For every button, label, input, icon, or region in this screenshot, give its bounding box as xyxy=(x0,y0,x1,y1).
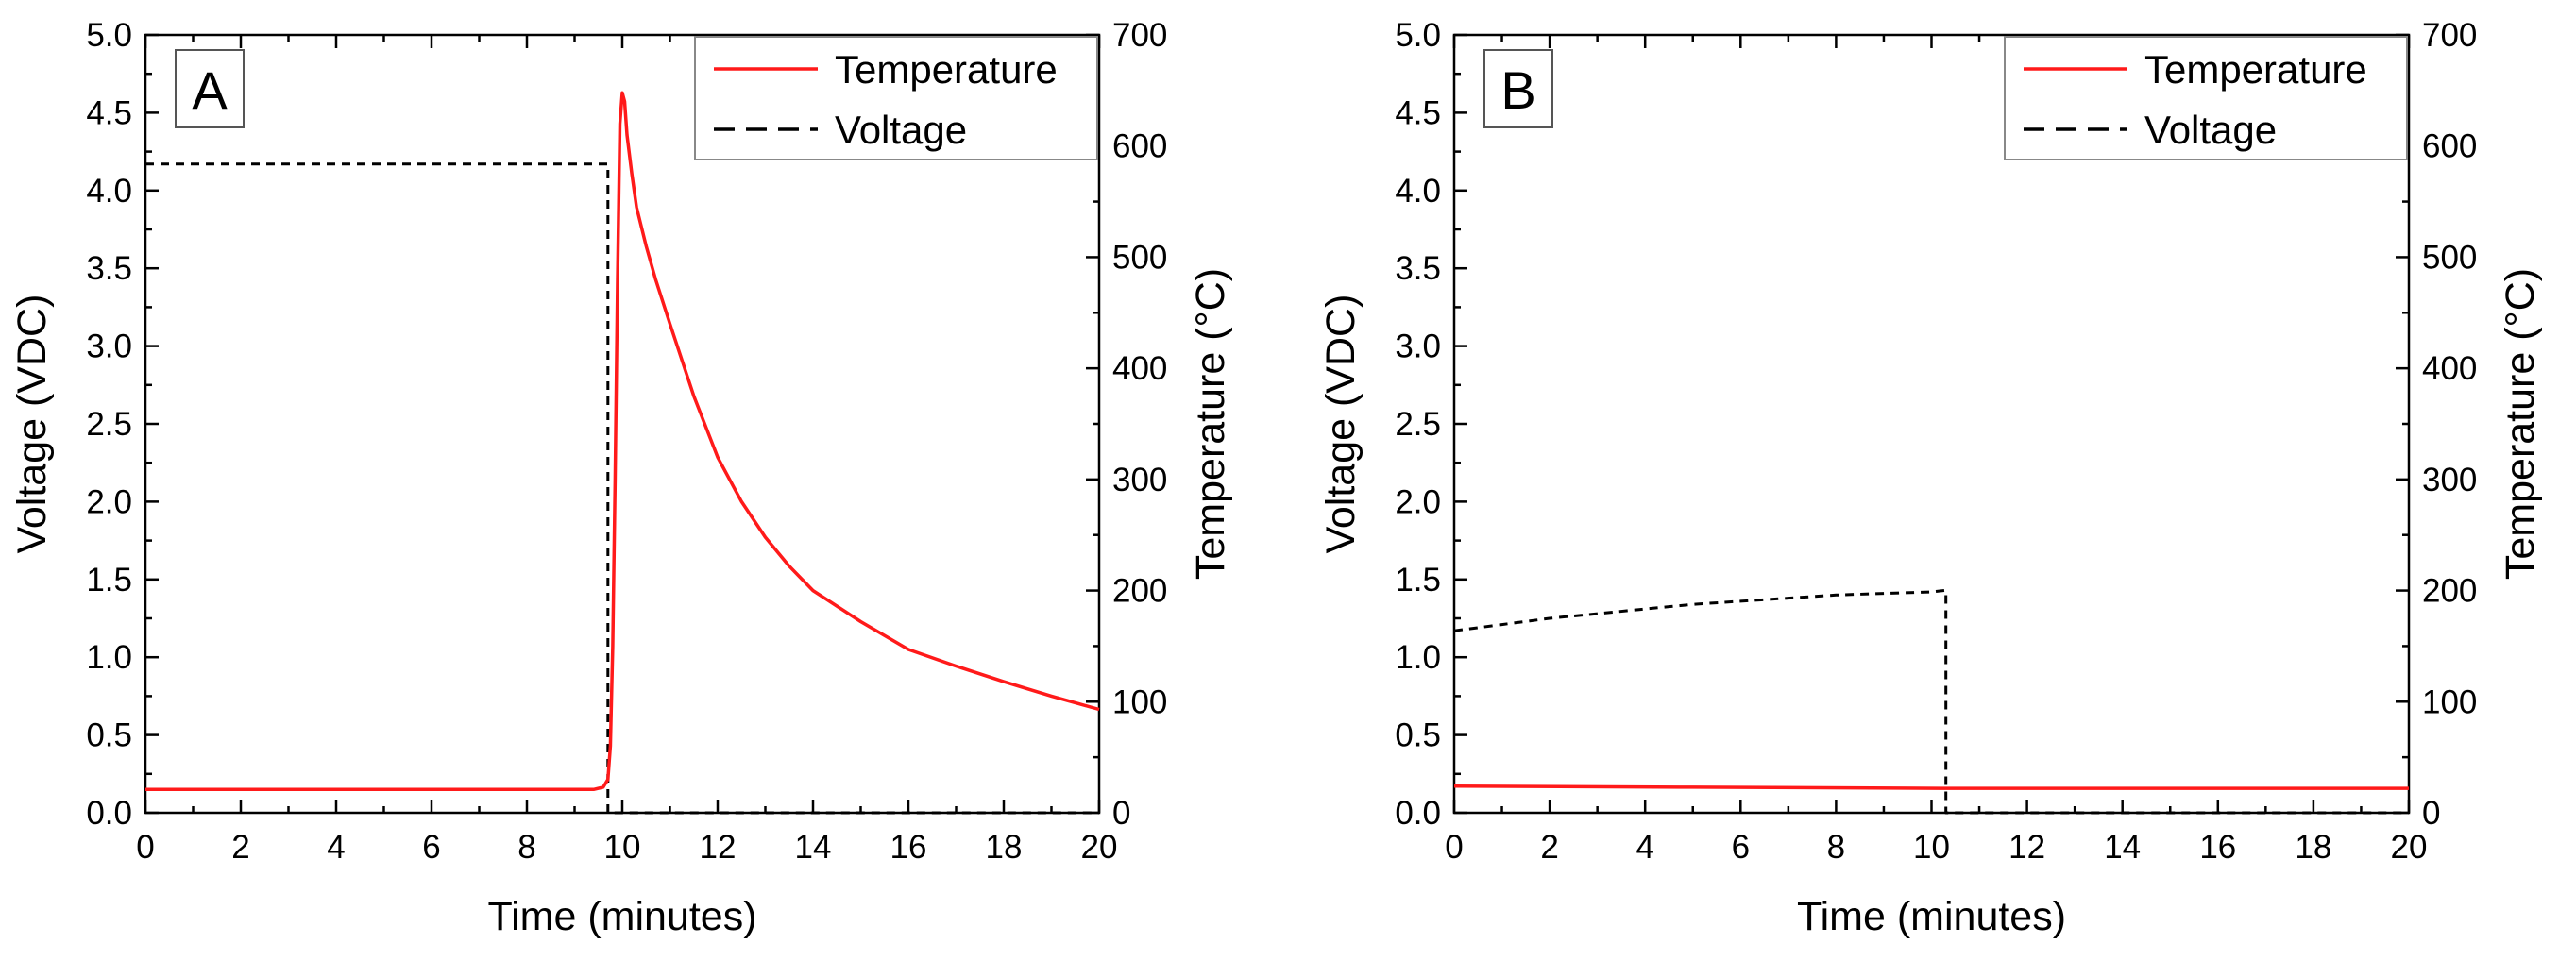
y-tick-label: 0.0 xyxy=(86,795,132,832)
y-tick-label: 0.5 xyxy=(86,717,132,754)
x-tick-label: 18 xyxy=(2295,829,2331,866)
x-tick-label: 8 xyxy=(517,829,535,866)
legend-box xyxy=(694,36,1098,160)
legend-label-temperature: Temperature xyxy=(2144,47,2367,92)
x-tick-label: 12 xyxy=(700,829,737,866)
x-axis-title: Time (minutes) xyxy=(487,894,756,939)
y-tick-label: 1.5 xyxy=(1395,562,1441,599)
y2-tick-label: 400 xyxy=(1112,350,1167,387)
x-tick-label: 12 xyxy=(2008,829,2045,866)
y-tick-label: 3.0 xyxy=(1395,329,1441,365)
y-axis-title: Voltage (VDC) xyxy=(9,295,55,554)
y2-tick-label: 200 xyxy=(2422,573,2477,610)
legend-label-temperature: Temperature xyxy=(835,47,1058,92)
x-tick-label: 16 xyxy=(2199,829,2236,866)
y2-tick-label: 200 xyxy=(1112,573,1167,610)
x-tick-label: 14 xyxy=(2104,829,2141,866)
y-tick-label: 4.0 xyxy=(86,173,132,210)
y2-tick-label: 0 xyxy=(2422,795,2440,832)
x-tick-label: 16 xyxy=(890,829,927,866)
y-tick-label: 1.0 xyxy=(1395,639,1441,676)
y2-axis-title: Temperature (°C) xyxy=(2498,268,2543,580)
panel-label: B xyxy=(1500,60,1535,120)
legend-label-voltage: Voltage xyxy=(835,108,967,152)
y-tick-label: 4.0 xyxy=(1395,173,1441,210)
y-tick-label: 4.5 xyxy=(1395,94,1441,131)
legend-label-voltage: Voltage xyxy=(2144,108,2277,152)
y-tick-label: 2.5 xyxy=(1395,406,1441,443)
panel-label-box xyxy=(1483,49,1553,128)
y-tick-label: 5.0 xyxy=(1395,17,1441,54)
y2-tick-label: 700 xyxy=(2422,17,2477,54)
y-tick-label: 1.0 xyxy=(86,639,132,676)
y2-axis-title: Temperature (°C) xyxy=(1188,268,1233,580)
y-axis-title: Voltage (VDC) xyxy=(1318,295,1364,554)
y2-tick-label: 600 xyxy=(1112,128,1167,165)
y2-tick-label: 600 xyxy=(2422,128,2477,165)
y-tick-label: 1.5 xyxy=(86,562,132,599)
y2-tick-label: 700 xyxy=(1112,17,1167,54)
series-line-voltage xyxy=(1453,588,2409,815)
series-line-temperature xyxy=(145,91,1100,792)
y2-tick-label: 400 xyxy=(2422,350,2477,387)
y-tick-label: 2.0 xyxy=(86,483,132,520)
x-tick-label: 4 xyxy=(327,829,345,866)
x-tick-label: 2 xyxy=(231,829,249,866)
x-tick-label: 4 xyxy=(1635,829,1653,866)
y-tick-label: 3.0 xyxy=(86,329,132,365)
x-axis-title: Time (minutes) xyxy=(1797,894,2066,939)
x-tick-label: 8 xyxy=(1827,829,1845,866)
chart-panel-b: 0 2 4 6 8 10 12 14 16 18 20 0.0 0.5 1.0 1.5 2.0 2.5 3.0 3.… xyxy=(1318,17,2543,939)
x-tick-label: 2 xyxy=(1540,829,1558,866)
series-line-temperature xyxy=(1453,784,2409,790)
series-line-voltage xyxy=(145,162,1099,815)
y-tick-label: 4.5 xyxy=(86,94,132,131)
y2-tick-label: 300 xyxy=(2422,462,2477,498)
x-tick-label: 10 xyxy=(604,829,641,866)
x-tick-label: 20 xyxy=(1081,829,1118,866)
y2-tick-label: 0 xyxy=(1112,795,1130,832)
panel-label-box xyxy=(175,49,245,128)
panel-label: A xyxy=(192,60,228,120)
x-tick-label: 6 xyxy=(422,829,440,866)
y2-tick-label: 500 xyxy=(1112,239,1167,276)
y-tick-label: 5.0 xyxy=(86,17,132,54)
y2-tick-label: 100 xyxy=(1112,683,1167,720)
y-tick-label: 3.5 xyxy=(1395,250,1441,287)
legend-box xyxy=(2004,36,2408,160)
y-tick-label: 2.0 xyxy=(1395,483,1441,520)
x-tick-label: 18 xyxy=(986,829,1023,866)
y2-tick-label: 500 xyxy=(2422,239,2477,276)
x-tick-label: 0 xyxy=(1445,829,1463,866)
x-tick-label: 6 xyxy=(1732,829,1750,866)
x-tick-label: 10 xyxy=(1913,829,1950,866)
chart-panel-a: 0 2 4 6 8 10 12 14 16 18 20 0.0 0.5 1.0 1.5 2.0 2.5 3.0 3.… xyxy=(9,17,1233,939)
x-tick-label: 0 xyxy=(136,829,154,866)
y-tick-label: 0.5 xyxy=(1395,717,1441,754)
y-tick-label: 2.5 xyxy=(86,406,132,443)
x-tick-label: 20 xyxy=(2391,829,2428,866)
x-tick-label: 14 xyxy=(795,829,832,866)
y-tick-label: 3.5 xyxy=(86,250,132,287)
y-tick-label: 0.0 xyxy=(1395,795,1441,832)
y2-tick-label: 100 xyxy=(2422,683,2477,720)
y2-tick-label: 300 xyxy=(1112,462,1167,498)
